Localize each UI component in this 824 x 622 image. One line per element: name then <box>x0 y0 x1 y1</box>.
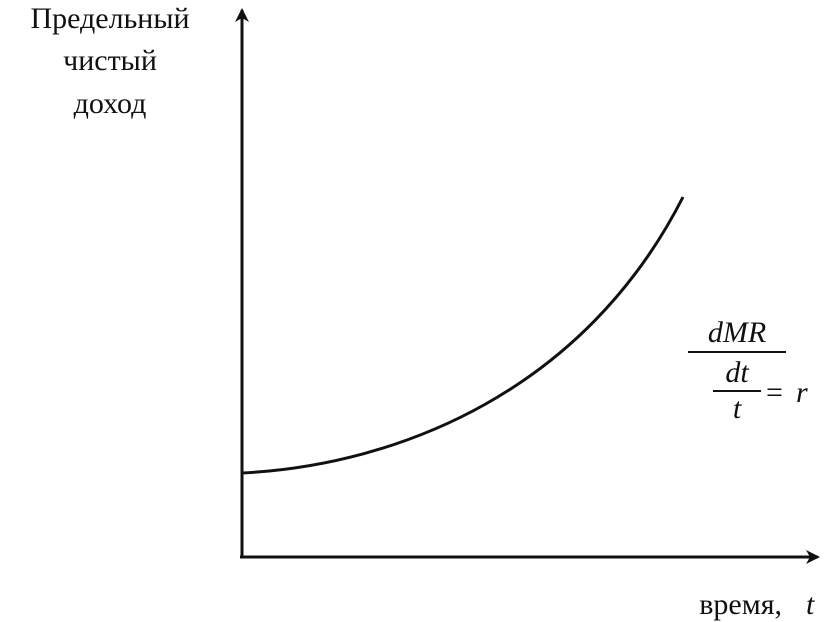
y-label: доход <box>74 87 147 120</box>
formula-operator: = <box>766 376 783 409</box>
formula-rhs: r <box>796 376 808 409</box>
formula-numerator: dMR <box>708 316 766 349</box>
x-label: время, <box>699 588 782 621</box>
formula-inner-denominator: t <box>733 392 742 425</box>
y-label: Предельный <box>30 2 189 35</box>
formula-inner-numerator: dt <box>725 356 749 389</box>
x-label-variable: t <box>806 588 815 621</box>
y-label: чистый <box>63 44 157 77</box>
curve <box>241 196 685 475</box>
